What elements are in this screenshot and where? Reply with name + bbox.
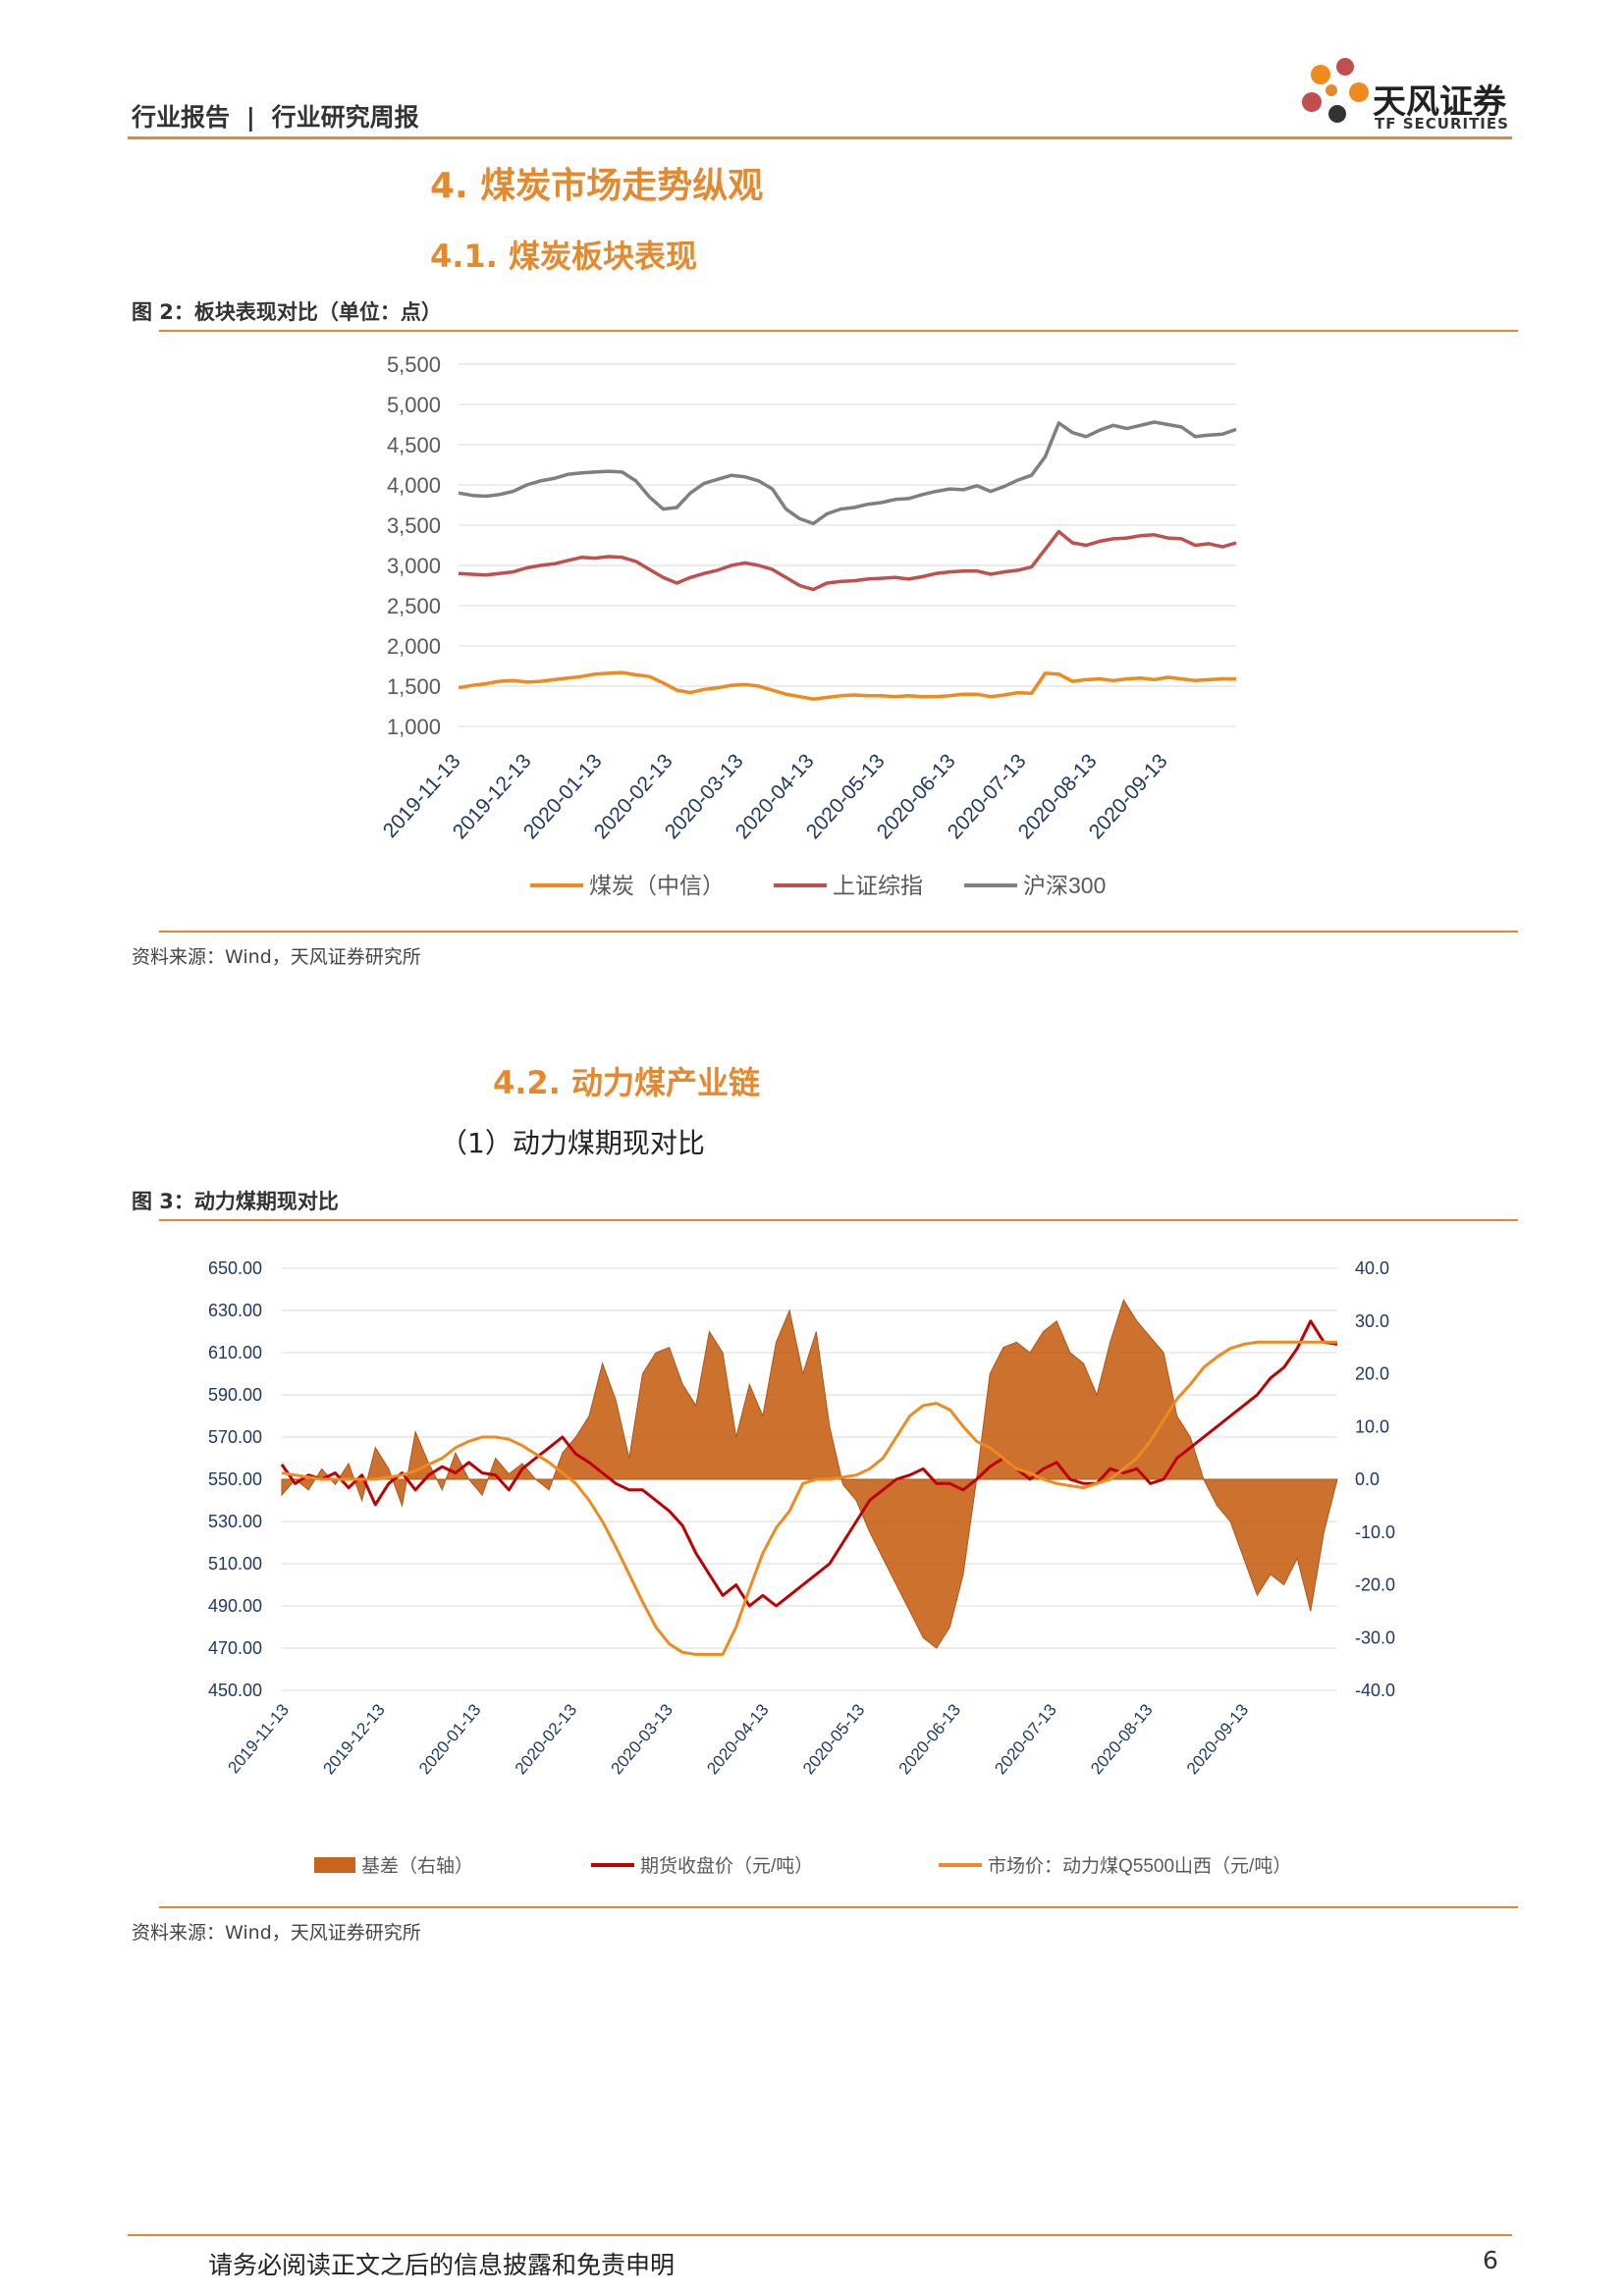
x-tick-label: 2020-06-13 xyxy=(895,1700,964,1778)
y2-tick-label: 30.0 xyxy=(1355,1311,1389,1331)
y2-tick-label: -10.0 xyxy=(1355,1522,1395,1542)
legend-label: 基差（右轴） xyxy=(361,1855,473,1877)
y2-tick-label: -20.0 xyxy=(1355,1575,1395,1595)
series-line xyxy=(280,1319,1338,1608)
y-tick-label: 2,500 xyxy=(387,594,441,618)
series-line xyxy=(458,420,1237,526)
y-tick-label: 650.00 xyxy=(208,1258,262,1278)
header-category: 行业报告 xyxy=(132,103,231,132)
y-tick-label: 2,000 xyxy=(387,634,441,659)
x-tick-label: 2020-05-13 xyxy=(799,1700,868,1778)
y2-tick-label: 20.0 xyxy=(1355,1364,1389,1384)
series-line xyxy=(458,670,1236,701)
y-tick-label: 5,000 xyxy=(387,393,441,417)
y-tick-label: 570.00 xyxy=(208,1427,262,1447)
section-4-2-title: 4.2. 动力煤产业链 xyxy=(493,1064,760,1101)
x-tick-label: 2020-03-13 xyxy=(608,1700,677,1778)
legend-swatch xyxy=(314,1857,355,1873)
y-tick-label: 590.00 xyxy=(208,1385,262,1405)
y-tick-label: 610.00 xyxy=(208,1343,262,1362)
y-tick-label: 3,500 xyxy=(387,513,441,538)
header-report-type: 行业研究周报 xyxy=(271,103,419,132)
header-divider xyxy=(128,136,1512,139)
legend-label: 市场价：动力煤Q5500山西（元/吨） xyxy=(988,1855,1291,1877)
y-tick-label: 4,000 xyxy=(387,473,441,498)
y-tick-label: 510.00 xyxy=(208,1554,262,1574)
y2-tick-label: -40.0 xyxy=(1355,1681,1395,1700)
y-tick-label: 3,000 xyxy=(387,554,441,578)
figure-2-source: 资料来源：Wind，天风证券研究所 xyxy=(132,946,421,968)
y-tick-label: 630.00 xyxy=(208,1301,262,1320)
y2-tick-label: 0.0 xyxy=(1355,1469,1380,1489)
figure-3-basis-chart: 650.00 630.00 610.00 590.00 570.00 550.00 530.… xyxy=(208,1258,1395,1877)
y2-tick-label: 10.0 xyxy=(1355,1416,1389,1436)
y2-tick-label: 40.0 xyxy=(1355,1258,1389,1278)
brand-name-en: TF SECURITIES xyxy=(1375,115,1509,133)
section-4-1-title: 4.1. 煤炭板块表现 xyxy=(430,238,697,275)
figure-3-top-rule xyxy=(159,1219,1518,1221)
x-tick-label: 2020-01-13 xyxy=(415,1700,484,1778)
x-tick-label: 2020-09-13 xyxy=(1183,1700,1252,1778)
y2-tick-label: -30.0 xyxy=(1355,1628,1395,1647)
y-tick-label: 1,500 xyxy=(387,674,441,699)
x-tick-label: 2019-11-13 xyxy=(224,1700,293,1777)
y-tick-label: 1,000 xyxy=(387,715,441,739)
section-4-title: 4. 煤炭市场走势纵观 xyxy=(430,166,764,206)
y-tick-label: 470.00 xyxy=(208,1638,262,1658)
x-tick-label: 2019-12-13 xyxy=(319,1700,388,1778)
legend-label: 煤炭（中信） xyxy=(589,873,725,898)
x-tick-label: 2020-07-13 xyxy=(991,1700,1059,1778)
legend-label: 上证综指 xyxy=(833,873,923,898)
footer-divider xyxy=(128,2234,1512,2236)
y-tick-label: 5,500 xyxy=(387,352,441,377)
page-number: 6 xyxy=(1483,2246,1498,2274)
legend-label: 期货收盘价（元/吨） xyxy=(640,1855,813,1877)
figure-2-caption: 图 2：板块表现对比（单位：点） xyxy=(132,300,442,324)
x-tick-label: 2020-04-13 xyxy=(703,1700,772,1778)
y-tick-label: 4,500 xyxy=(387,433,441,457)
figure-2-bottom-rule xyxy=(159,931,1518,933)
legend-label: 沪深300 xyxy=(1023,873,1106,898)
figure-2-line-chart: 5,500 5,000 4,500 4,000 3,500 3,000 2,500 2,000… xyxy=(379,352,1237,898)
series-line xyxy=(281,1340,1337,1656)
figure-3-bottom-rule xyxy=(159,1906,1518,1908)
x-tick-label: 2020-08-13 xyxy=(1087,1700,1156,1778)
brand-name-cn: 天风证券 xyxy=(1373,82,1506,122)
section-4-2-subtitle: （1）动力煤期现对比 xyxy=(440,1127,705,1159)
footer-disclaimer: 请务必阅读正文之后的信息披露和免责申明 xyxy=(208,2251,676,2279)
y-tick-label: 450.00 xyxy=(208,1681,262,1700)
figure-3-caption: 图 3：动力煤期现对比 xyxy=(132,1190,339,1213)
y-tick-label: 490.00 xyxy=(208,1596,262,1616)
figure-2-top-rule xyxy=(159,330,1518,332)
header-separator: | xyxy=(245,103,255,132)
tf-securities-logo xyxy=(1302,58,1369,123)
y-tick-label: 550.00 xyxy=(208,1469,262,1489)
series-line xyxy=(458,529,1237,592)
figure-3-source: 资料来源：Wind，天风证券研究所 xyxy=(132,1922,421,1944)
report-header: 行业报告 | 行业研究周报 xyxy=(132,98,419,133)
x-tick-label: 2020-02-13 xyxy=(512,1700,580,1778)
y-tick-label: 530.00 xyxy=(208,1512,262,1531)
